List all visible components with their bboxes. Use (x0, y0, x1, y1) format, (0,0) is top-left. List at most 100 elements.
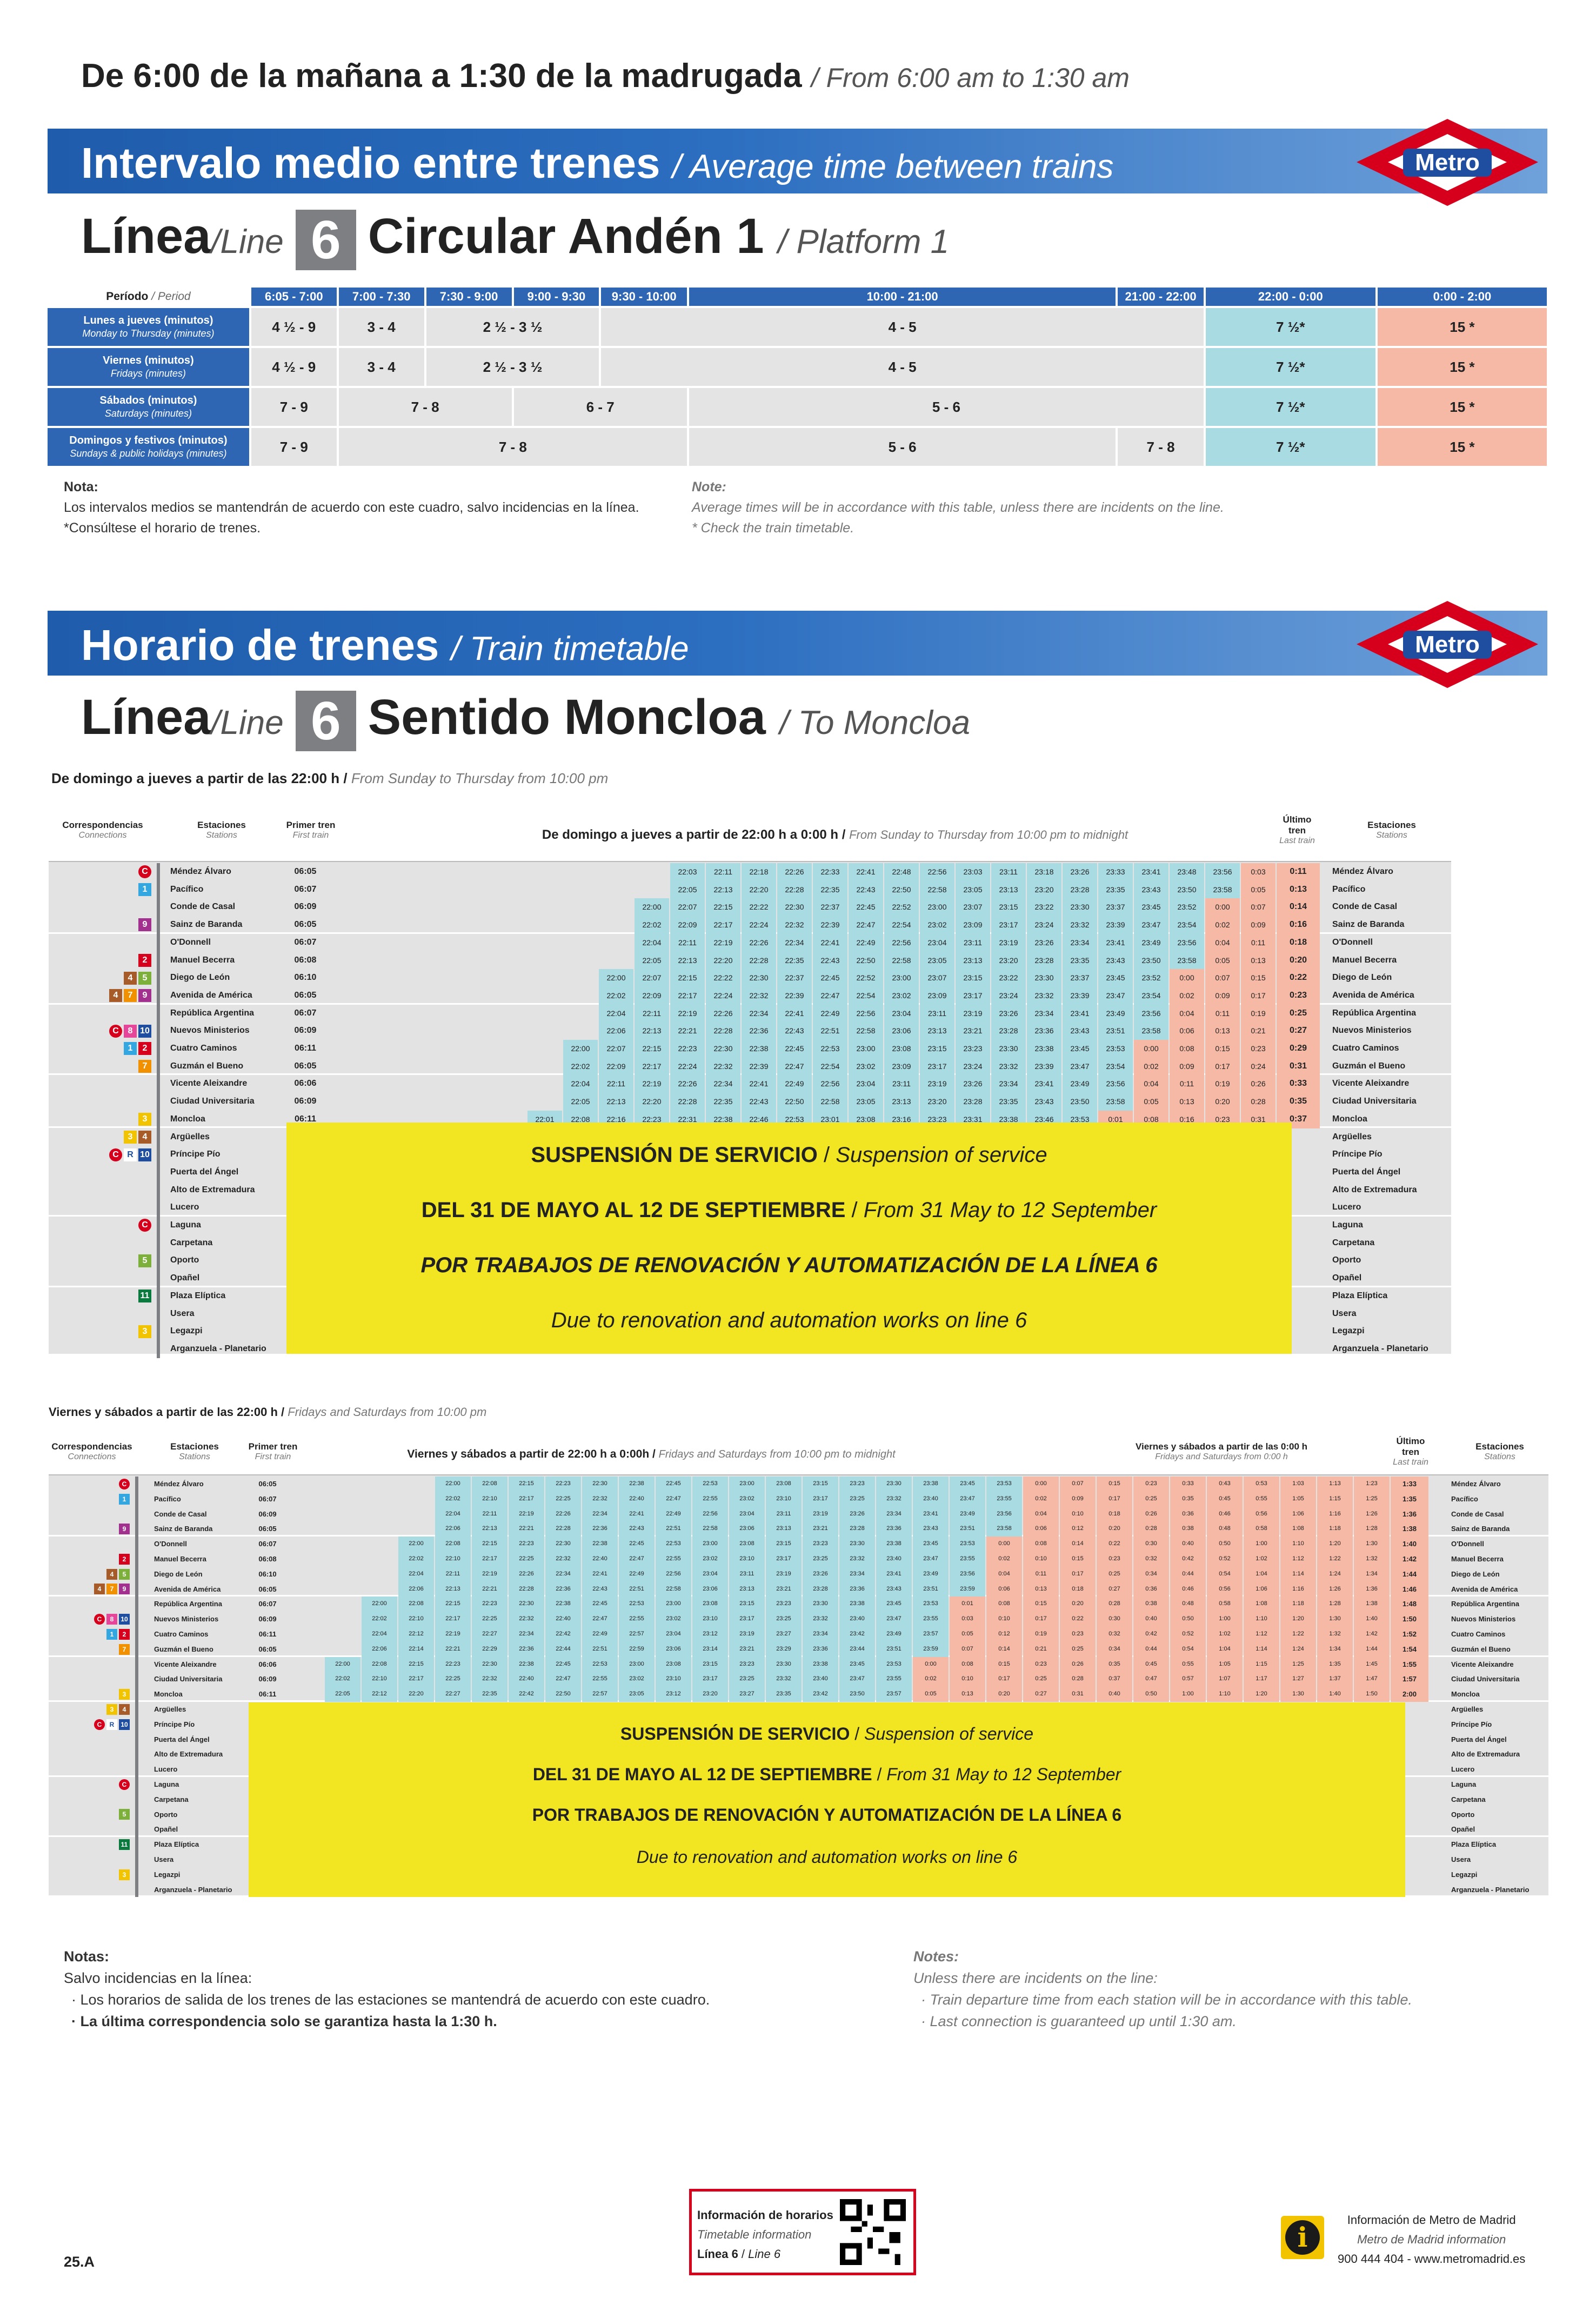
departure-time: 0:36 (1133, 1581, 1169, 1597)
departure-time: 23:35 (991, 1093, 1026, 1111)
departure-time: 23:15 (991, 898, 1026, 917)
departure-time: 22:39 (813, 916, 847, 934)
station-name: República Argentina (1332, 1008, 1416, 1018)
departure-time: 1:04 (1207, 1641, 1243, 1657)
departure-time: 23:38 (1027, 1040, 1061, 1058)
departure-time: 22:29 (472, 1641, 507, 1657)
departure-time: 1:12 (1280, 1552, 1316, 1567)
departure-time: 23:19 (920, 1075, 954, 1093)
departure-time: 0:13 (950, 1687, 985, 1702)
departure-time: 1:00 (1170, 1687, 1206, 1702)
station-name: Pacífico (1451, 1494, 1478, 1503)
departure-time: 23:00 (619, 1656, 655, 1672)
departure-time: 23:41 (1134, 863, 1168, 881)
departure-time: 1:27 (1280, 1672, 1316, 1687)
station-name: Pacífico (1332, 884, 1366, 894)
departure-time: 22:11 (635, 1004, 669, 1023)
departure-time: 23:14 (692, 1641, 728, 1657)
departure-time: 22:04 (435, 1506, 471, 1522)
metro-line-2-icon: 2 (138, 953, 151, 967)
station-name: Vicente Aleixandre (154, 1660, 217, 1668)
departure-time: 0:35 (1170, 1491, 1206, 1507)
departure-time: 0:43 (1207, 1477, 1243, 1492)
metro-line-4-icon: 4 (106, 1568, 117, 1580)
departure-time: 1:25 (1354, 1491, 1390, 1507)
departure-time: 22:49 (777, 1075, 812, 1093)
departure-time: 23:19 (803, 1506, 838, 1522)
departure-time: 23:42 (839, 1627, 875, 1642)
interval-table: Período / Period 6:05 - 7:00 7:00 - 7:30 7… (45, 285, 1549, 468)
station-row: 1 Pacífico Pacífico 06:07 22:05 22:13 22:20 22:… (49, 880, 1451, 899)
qr-code-icon[interactable] (840, 2199, 906, 2265)
departure-time: 22:32 (509, 1612, 544, 1627)
departure-time: 23:00 (849, 1040, 883, 1058)
last-train: 1:38 (1391, 1521, 1428, 1537)
departure-time: 22:02 (563, 1057, 598, 1075)
station-name: Guzmán el Bueno (170, 1061, 244, 1071)
departure-time: 23:13 (729, 1581, 765, 1597)
departure-time: 23:56 (1098, 1075, 1133, 1093)
departure-time: 23:23 (766, 1596, 802, 1612)
station-row: C Laguna Laguna (49, 1217, 1451, 1234)
departure-time: 23:30 (1027, 969, 1061, 987)
departure-time: 22:19 (472, 1566, 507, 1582)
departure-time: 22:30 (509, 1596, 544, 1612)
station-name: Puerta del Ángel (1451, 1735, 1507, 1743)
departure-time: 22:34 (777, 933, 812, 952)
departure-time: 0:10 (950, 1672, 985, 1687)
last-train: 0:22 (1277, 969, 1320, 987)
station-name: Carpetana (170, 1238, 213, 1247)
departure-time: 22:55 (582, 1672, 618, 1687)
departure-time: 22:26 (742, 933, 776, 952)
departure-time: 23:45 (950, 1477, 985, 1492)
departure-time: 22:27 (435, 1687, 471, 1702)
last-train: 1:33 (1391, 1477, 1428, 1492)
metro-line-3-icon: 3 (138, 1325, 151, 1338)
last-train: 0:13 (1277, 880, 1320, 899)
departure-time: 0:38 (1133, 1596, 1169, 1612)
departure-time: 1:24 (1280, 1641, 1316, 1657)
departure-time: 23:24 (991, 986, 1026, 1005)
departure-time: 22:30 (582, 1477, 618, 1492)
departure-time: 23:19 (729, 1627, 765, 1642)
departure-time: 22:47 (777, 1057, 812, 1075)
departure-time: 22:06 (362, 1641, 397, 1657)
last-train: 1:55 (1391, 1656, 1428, 1672)
timetable-sun-thu: Correspondencias Connections Estaciones St… (49, 808, 1451, 1358)
first-train: 06:08 (258, 1555, 277, 1563)
departure-time: 22:11 (435, 1566, 471, 1582)
metro-line-5-icon: 5 (119, 1809, 130, 1820)
station-name: O'Donnell (1332, 937, 1373, 947)
departure-time: 0:50 (1133, 1687, 1169, 1702)
last-train: 1:40 (1391, 1537, 1428, 1552)
departure-time: 23:44 (839, 1641, 875, 1657)
departure-time: 22:57 (582, 1687, 618, 1702)
departure-time: 23:22 (991, 969, 1026, 987)
departure-time: 1:08 (1244, 1596, 1279, 1612)
departure-time: 22:18 (742, 863, 776, 881)
departure-time: 22:58 (920, 880, 954, 899)
last-train: 0:33 (1277, 1075, 1320, 1093)
first-train: 06:09 (258, 1675, 277, 1684)
departure-time: 22:25 (545, 1491, 581, 1507)
departure-time: 23:10 (766, 1491, 802, 1507)
departure-time: 23:53 (913, 1596, 949, 1612)
departure-time: 23:36 (839, 1581, 875, 1597)
departure-time: 22:36 (545, 1581, 581, 1597)
departure-time: 1:23 (1354, 1477, 1390, 1492)
departure-time: 22:15 (398, 1656, 434, 1672)
station-name: Argüelles (154, 1705, 186, 1713)
departure-time: 22:56 (920, 863, 954, 881)
station-name: Diego de León (154, 1569, 203, 1578)
departure-time: 22:41 (742, 1075, 776, 1093)
station-name: Cuatro Caminos (170, 1044, 237, 1053)
last-train: 1:46 (1391, 1581, 1428, 1597)
departure-time: 23:56 (1170, 933, 1204, 952)
station-row: 9 Sainz de Baranda Sainz de Baranda 06:05 22… (49, 916, 1451, 934)
station-row: Conde de Casal Conde de Casal 06:09 22:00 22… (49, 898, 1451, 917)
departure-time: 22:56 (813, 1075, 847, 1093)
departure-time: 22:19 (509, 1506, 544, 1522)
departure-time: 23:17 (729, 1612, 765, 1627)
departure-time: 0:17 (1023, 1612, 1059, 1627)
departure-time: 1:38 (1354, 1596, 1390, 1612)
